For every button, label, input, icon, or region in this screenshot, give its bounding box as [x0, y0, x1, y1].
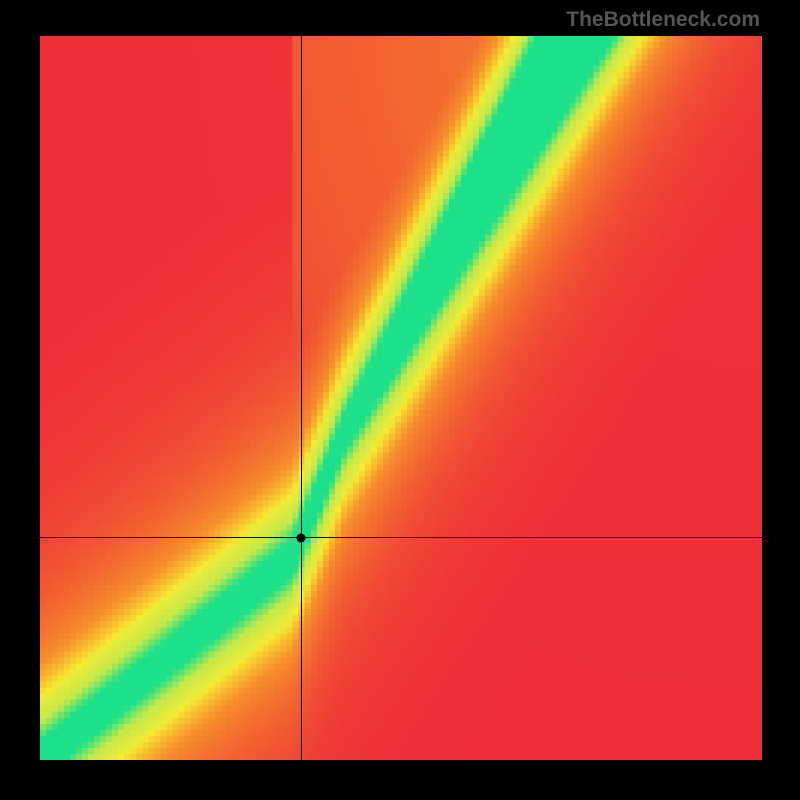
watermark-text: TheBottleneck.com [566, 8, 760, 32]
crosshair-vertical [301, 36, 302, 760]
crosshair-horizontal [40, 537, 762, 538]
heatmap-plot [40, 36, 762, 760]
heatmap-canvas [40, 36, 762, 760]
crosshair-marker [297, 533, 306, 542]
